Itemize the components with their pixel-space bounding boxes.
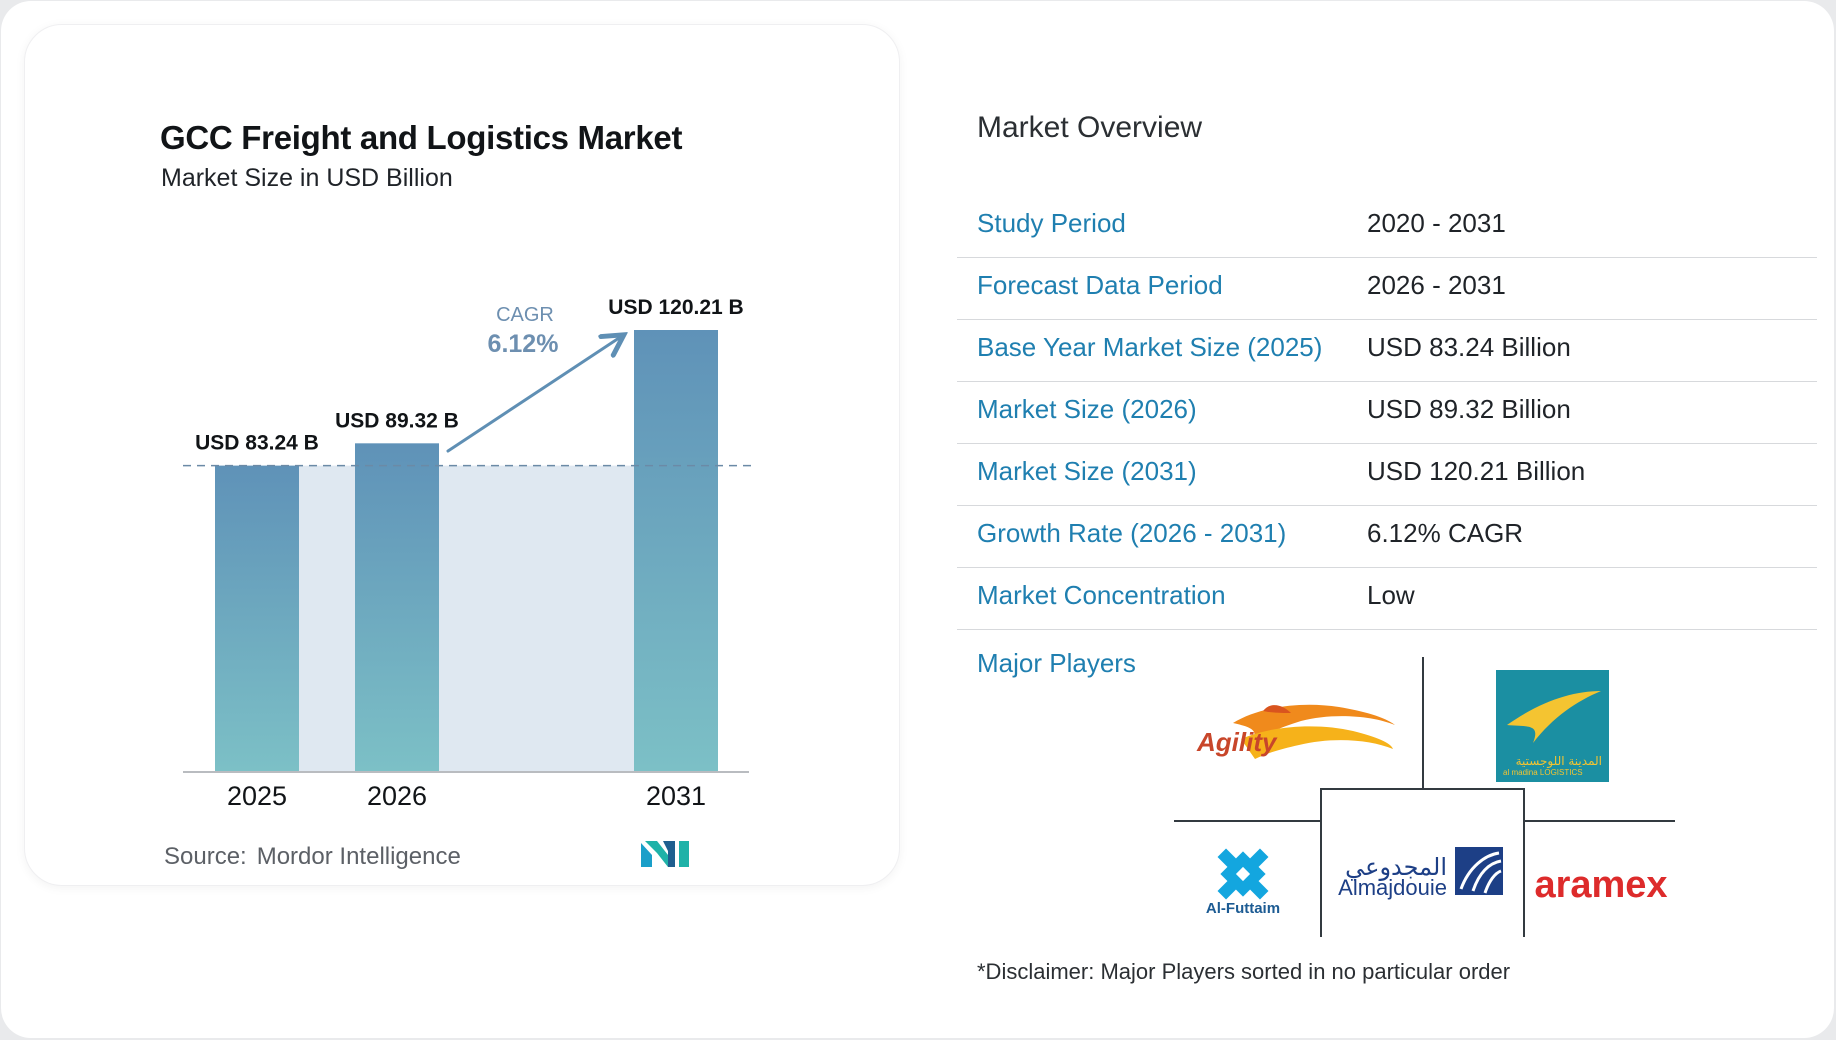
agility-logo-text: Agility: [1196, 727, 1278, 757]
bar-2031: [634, 330, 718, 771]
cagr-label: CAGR: [496, 304, 554, 326]
overview-row-value: USD 89.32 Billion: [1367, 394, 1571, 424]
chart-subtitle: Market Size in USD Billion: [161, 164, 453, 192]
overview-row: Forecast Data Period 2026 - 2031: [957, 258, 1817, 320]
source-line: Source: Mordor Intelligence: [164, 843, 471, 871]
aramex-logo: aramex: [1534, 864, 1667, 906]
overview-row: Market Size (2031) USD 120.21 Billion: [957, 444, 1817, 506]
disclaimer-text: *Disclaimer: Major Players sorted in no …: [977, 959, 1511, 984]
almajdouie-logo: المجدوعي Almajdouie: [1338, 847, 1503, 900]
al-futtaim-logo-text: Al-Futtaim: [1206, 900, 1280, 917]
almajdouie-logo-text: Almajdouie: [1338, 875, 1447, 900]
overview-row-label: Growth Rate (2026 - 2031): [977, 518, 1287, 548]
overview-row-label: Market Size (2026): [977, 394, 1197, 424]
overview-table: Study Period 2020 - 2031 Forecast Data Per…: [957, 196, 1817, 630]
overview-row: Market Concentration Low: [957, 568, 1817, 630]
bar-2026: [355, 443, 439, 771]
overview-row-label: Study Period: [977, 208, 1126, 238]
overview-row-value: USD 120.21 Billion: [1367, 456, 1586, 486]
source-name: Mordor Intelligence: [256, 843, 461, 870]
data-label-2031: USD 120.21 B: [608, 296, 743, 319]
al-futtaim-logo: Al-Futtaim: [1206, 848, 1280, 917]
agility-logo: Agility: [1196, 704, 1395, 759]
chart-title: GCC Freight and Logistics Market: [160, 119, 683, 156]
overview-row-value: 2026 - 2031: [1367, 270, 1506, 300]
source-label: Source:: [164, 843, 247, 870]
overview-row-label: Market Size (2031): [977, 456, 1197, 486]
almajdouie-logo-text-ar: المجدوعي: [1345, 853, 1447, 881]
almadina-logo-text-ar: المدينة اللوجستية: [1516, 754, 1602, 769]
almadina-logistics-logo: المدينة اللوجستية al madina LOGISTICS: [1496, 670, 1609, 782]
cagr-arrow: [446, 336, 622, 453]
x-tick-label-2031: 2031: [646, 781, 706, 811]
mordor-intelligence-logo: [641, 841, 689, 867]
cagr-value: 6.12%: [488, 330, 559, 358]
overview-row-value: Low: [1367, 580, 1415, 610]
data-label-2026: USD 89.32 B: [335, 409, 459, 432]
overview-row-label: Market Concentration: [977, 580, 1226, 610]
overview-row-value: 6.12% CAGR: [1367, 518, 1524, 548]
almadina-logo-text: al madina LOGISTICS: [1503, 768, 1583, 777]
overview-row: Market Size (2026) USD 89.32 Billion: [957, 382, 1817, 444]
overview-row-label: Base Year Market Size (2025): [977, 332, 1323, 362]
x-tick-label-2026: 2026: [367, 781, 427, 811]
aramex-logo-text: aramex: [1534, 864, 1667, 906]
overview-row-label: Forecast Data Period: [977, 270, 1223, 300]
bar-2025: [215, 465, 299, 771]
overview-row: Study Period 2020 - 2031: [957, 196, 1817, 258]
x-tick-label-2025: 2025: [227, 781, 287, 811]
overview-title: Market Overview: [977, 111, 1203, 144]
overview-row-value: 2020 - 2031: [1367, 208, 1506, 238]
bar-chart: USD 83.24 B 2025 USD 89.32 B 2026 USD 120.21…: [183, 296, 753, 811]
overview-row: Growth Rate (2026 - 2031) 6.12% CAGR: [957, 506, 1817, 568]
major-players-label: Major Players: [977, 648, 1136, 678]
data-label-2025: USD 83.24 B: [195, 432, 319, 455]
overview-row-value: USD 83.24 Billion: [1367, 332, 1571, 362]
overview-row: Base Year Market Size (2025) USD 83.24 Bi…: [957, 320, 1817, 382]
